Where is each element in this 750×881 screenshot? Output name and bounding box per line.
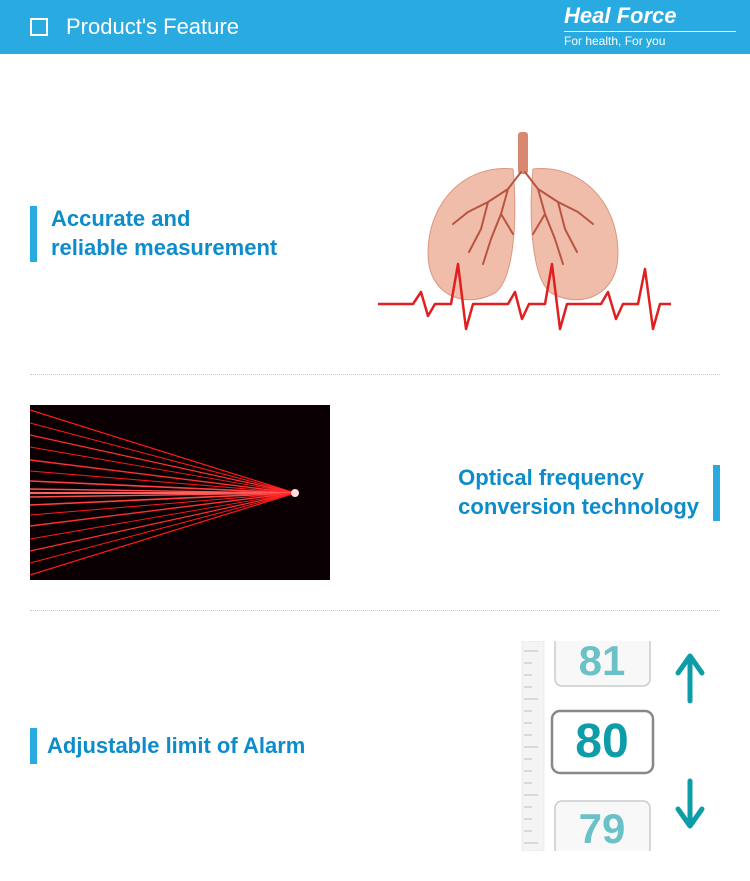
feature-illustration: [325, 124, 720, 344]
header-left: Product's Feature: [0, 0, 550, 54]
header-right: Heal Force For health, For you: [550, 0, 750, 54]
feature-illustration: 81 80 79: [364, 641, 720, 851]
feature-row-1: Accurate and reliable measurement: [30, 94, 720, 375]
feature-illustration: [30, 405, 330, 580]
feature-title-line1: Accurate and: [51, 205, 311, 234]
number-dial-icon: 81 80 79: [520, 641, 720, 851]
header-title: Product's Feature: [66, 14, 239, 40]
feature-text-block: Adjustable limit of Alarm: [30, 728, 350, 764]
dial-value-selected: 80: [575, 715, 628, 768]
feature-title-line1: Optical frequency: [458, 464, 699, 493]
brand-tagline: For health, For you: [564, 34, 736, 48]
accent-bar: [30, 728, 37, 764]
arrow-down-icon: [678, 781, 702, 826]
dial-value-top: 81: [579, 641, 626, 684]
feature-title-line1: Adjustable limit of Alarm: [47, 732, 305, 761]
lungs-ecg-icon: [373, 124, 673, 344]
accent-bar: [713, 465, 720, 521]
square-icon: [30, 18, 48, 36]
arrow-up-icon: [678, 656, 702, 701]
laser-rays-icon: [30, 405, 330, 580]
feature-text-block: Accurate and reliable measurement: [51, 205, 311, 262]
content-area: Accurate and reliable measurement: [0, 54, 750, 881]
dial-value-bottom: 79: [579, 805, 626, 851]
feature-title-line2: reliable measurement: [51, 234, 311, 263]
feature-title-line2: conversion technology: [458, 493, 699, 522]
feature-row-3: Adjustable limit of Alarm: [30, 611, 720, 881]
accent-bar: [30, 206, 37, 262]
feature-text-block: Optical frequency conversion technology: [330, 464, 720, 521]
header-bar: Product's Feature Heal Force For health,…: [0, 0, 750, 54]
brand-name: Heal Force: [564, 3, 736, 32]
feature-row-2: Optical frequency conversion technology: [30, 375, 720, 611]
